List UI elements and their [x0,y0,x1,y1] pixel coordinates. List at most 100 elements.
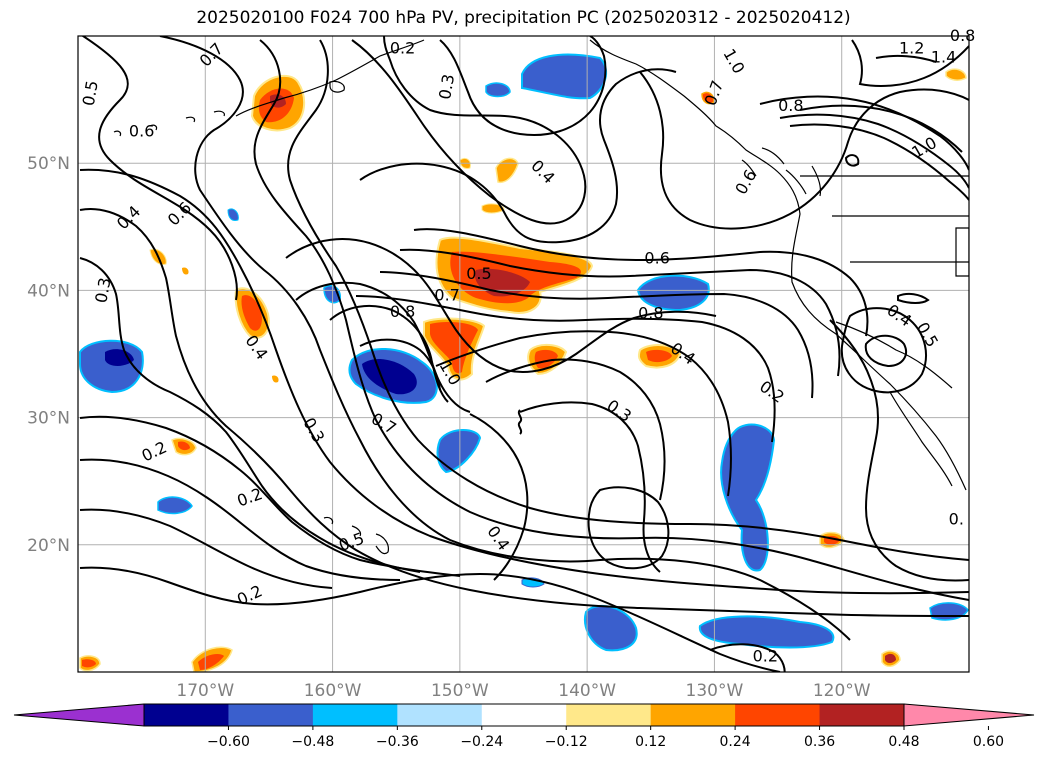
pv-contour [759,95,969,171]
pv-label: 0.4 [883,300,915,330]
svg-text:0.3: 0.3 [91,276,114,304]
pv-contour [287,39,969,561]
pv-label: 0.5 [79,79,102,107]
precip-blob [885,653,896,663]
hawaii-islands [323,516,389,555]
svg-text:0.4: 0.4 [883,300,915,330]
pv-label: 0.6 [129,121,154,140]
precip-blob [241,295,262,331]
pv-contour [379,271,814,399]
precip-blob [698,615,835,649]
colorbar-tick-label: 0.24 [720,734,751,750]
pv-contour [789,123,969,201]
pv-label: 0.7 [196,39,227,70]
pv-label: 0.2 [753,647,778,666]
pv-label: 0.7 [701,78,728,108]
longitude-labels: 170°W 160°W 150°W 140°W 130°W 120°W [176,681,870,701]
precip-blob [485,82,511,98]
precip-blob [646,349,672,363]
pv-contours [79,36,969,672]
pv-label: 0.4 [242,331,272,363]
svg-text:0.5: 0.5 [913,319,942,351]
pv-label: 0.3 [91,276,114,304]
gridlines [78,36,969,672]
precip-blob [929,602,969,621]
pv-label: 1.0 [908,133,940,162]
precip-blob [495,157,519,184]
pv-label: 0.8 [638,303,663,322]
precip-blob [534,349,558,369]
colorbar-tick-label: −0.48 [291,734,334,750]
svg-text:0.6: 0.6 [129,121,154,140]
pv-label: 0.7 [434,285,459,304]
precip-blob [198,654,224,670]
svg-text:1.0: 1.0 [908,133,940,162]
pv-contour [79,566,781,672]
colorbar-tick-label: −0.60 [207,734,250,750]
colorbar-extend-high [903,703,1035,727]
lon-tick-label: 130°W [686,681,744,701]
colorbar-tick-label: 0.48 [888,734,919,750]
pv-contour [355,295,776,443]
colorbar-segment [566,704,652,726]
pv-contour [359,338,441,391]
lat-tick-label: 40°N [27,281,70,301]
svg-text:0.6: 0.6 [644,249,669,268]
pv-contour [295,281,471,413]
pv-label: 0. [949,509,964,528]
precip-blob [272,375,279,383]
colorbar-tick-label: −0.12 [545,734,588,750]
pv-contour [864,334,907,368]
pv-contour [351,36,587,225]
pv-contour [875,54,937,63]
pv-contour [359,68,677,244]
lat-tick-label: 30°N [27,409,70,429]
svg-text:0.4: 0.4 [527,156,558,187]
svg-text:0.7: 0.7 [434,285,459,304]
svg-text:0.2: 0.2 [753,647,778,666]
precip-blob [430,322,478,374]
pv-contour [81,36,238,301]
alaska-panhandle-coast [589,39,967,491]
pv-contour [79,257,421,573]
colorbar-segment [144,704,229,726]
lat-tick-label: 20°N [27,536,70,556]
pv-label: 1.4 [931,48,956,67]
svg-text:0.3: 0.3 [435,73,458,101]
pv-label: 0.2 [390,39,415,58]
pv-label: 0.6 [164,198,195,229]
map-title: 2025020100 F024 700 hPa PV, precipitatio… [196,8,851,28]
colorbar: −0.60 −0.48 −0.36 −0.24 −0.12 0.12 0.24 0.36 0.4… [13,703,1035,750]
pv-contour [587,486,670,570]
pv-contour [439,36,607,136]
colorbar-tick-label: 0.12 [635,734,666,750]
precip-blob [182,267,189,275]
lon-tick-label: 150°W [431,681,489,701]
pv-contour [779,113,969,189]
pv-label: 1.0 [719,45,748,77]
colorbar-tick-label: 0.60 [973,734,1004,750]
precip-blob [636,274,710,312]
colorbar-segment [735,704,821,726]
pv-contour [709,643,786,672]
pv-label: 0.2 [234,484,264,511]
svg-text:0.8: 0.8 [638,303,663,322]
svg-text:0.4: 0.4 [242,331,272,363]
svg-text:1.4: 1.4 [931,48,956,67]
pv-contour [799,104,963,153]
lat-tick-label: 50°N [27,154,70,174]
svg-text:0.8: 0.8 [390,302,415,321]
precip-blob [82,659,96,668]
pv-label: 0.8 [778,96,803,115]
pv-label: 1.2 [899,39,924,58]
pv-label: 0.4 [527,156,558,187]
svg-text:0.8: 0.8 [778,96,803,115]
svg-text:0.3: 0.3 [603,396,635,426]
colorbar-frame [143,703,905,727]
baja-coast [889,391,953,487]
pv-label: 0.2 [234,581,265,609]
pv-contour [851,39,969,87]
precip-blob [362,359,417,395]
colorbar-tick-label: −0.36 [376,734,419,750]
svg-text:0.5: 0.5 [79,79,102,107]
